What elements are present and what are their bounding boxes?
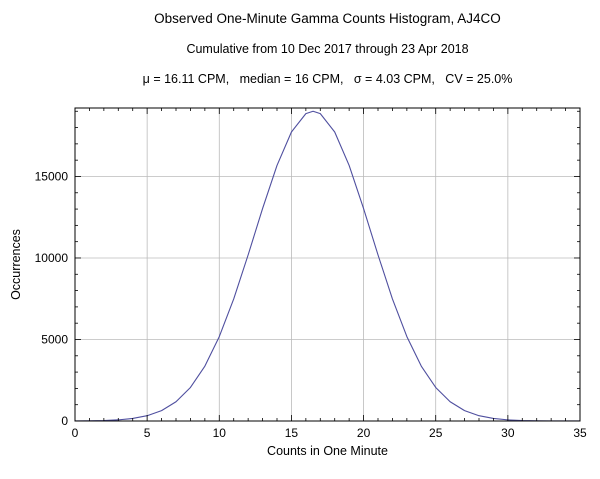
x-tick-label: 10: [213, 426, 227, 440]
chart-subtitle: Cumulative from 10 Dec 2017 through 23 A…: [186, 42, 469, 56]
plot-frame: [74, 107, 581, 422]
chart-title: Observed One-Minute Gamma Counts Histogr…: [154, 11, 501, 26]
x-tick-label: 15: [285, 426, 299, 440]
curve-line: [74, 110, 581, 422]
chart-stats-line: μ = 16.11 CPM, median = 16 CPM, σ = 4.03…: [142, 72, 513, 86]
y-axis-label: Occurrences: [9, 229, 23, 300]
x-tick-label: 20: [357, 426, 371, 440]
x-tick-labels: 0 5 10 15 20 25 30 35: [72, 426, 587, 440]
x-axis-label: Counts in One Minute: [267, 444, 388, 458]
y-tick-label: 15000: [35, 169, 69, 183]
y-tick-labels: 0 5000 10000 15000: [35, 169, 69, 428]
x-tick-label: 35: [573, 426, 587, 440]
x-tick-label: 25: [429, 426, 443, 440]
tick-marks: [74, 108, 581, 422]
y-tick-label: 5000: [41, 332, 68, 346]
x-tick-label: 5: [144, 426, 151, 440]
y-tick-label: 0: [61, 414, 68, 428]
y-tick-label: 10000: [35, 251, 69, 265]
x-tick-label: 0: [72, 426, 79, 440]
x-tick-label: 30: [501, 426, 515, 440]
gridlines: [75, 108, 580, 421]
